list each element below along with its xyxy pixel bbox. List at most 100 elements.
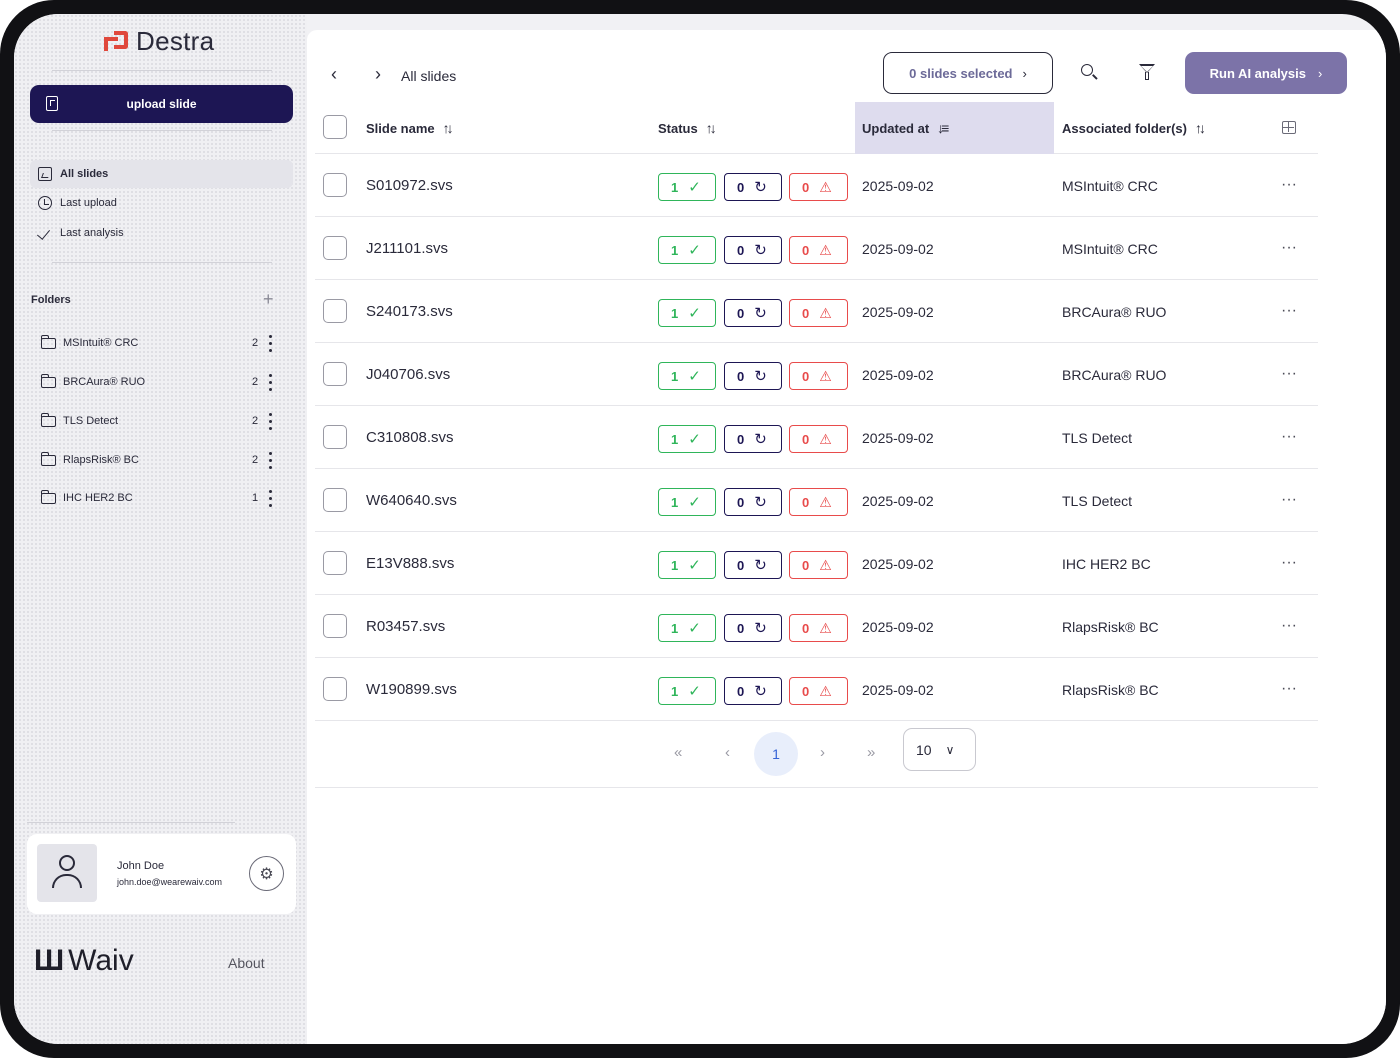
column-associated-folders[interactable]: Associated folder(s) ↑↓ [1062, 102, 1206, 154]
associated-folder: BRCAura® RUO [1062, 366, 1167, 383]
loading-icon: ↻ [754, 305, 767, 322]
status-pending-badge: 0 ↻ [724, 425, 782, 453]
row-checkbox[interactable] [323, 173, 347, 197]
about-link[interactable]: About [228, 955, 265, 971]
forward-chevron-icon[interactable]: › [375, 64, 381, 84]
folder-menu-icon[interactable] [266, 332, 276, 354]
last-page-icon[interactable]: » [867, 744, 876, 761]
next-page-icon[interactable]: › [820, 744, 825, 761]
more-options-icon[interactable]: ··· [1281, 428, 1297, 445]
warning-icon: ⚠ [819, 367, 832, 384]
waiv-logo: Ш Waiv [34, 944, 134, 978]
folder-menu-icon[interactable] [266, 410, 276, 432]
slide-name[interactable]: E13V888.svs [366, 555, 455, 572]
table-row[interactable]: J211101.svs 1 ✓ 0 ↻ 0 ⚠ 2025-09-02 MSInt… [315, 217, 1318, 280]
table-row[interactable]: W640640.svs 1 ✓ 0 ↻ 0 ⚠ 2025-09-02 TLS D… [315, 469, 1318, 532]
status-error-badge: 0 ⚠ [789, 551, 848, 579]
row-checkbox[interactable] [323, 614, 347, 638]
folder-item[interactable]: TLS Detect 2 [30, 409, 293, 435]
nav-last-analysis[interactable]: Last analysis [30, 219, 293, 247]
row-checkbox[interactable] [323, 551, 347, 575]
more-options-icon[interactable]: ··· [1281, 365, 1297, 382]
select-all-checkbox[interactable] [323, 115, 347, 139]
slides-selected-button[interactable]: 0 slides selected › [883, 52, 1053, 94]
folder-name: IHC HER2 BC [63, 492, 133, 504]
pending-count: 0 [737, 242, 745, 258]
row-checkbox[interactable] [323, 236, 347, 260]
nav-all-slides[interactable]: All slides [30, 160, 293, 188]
done-count: 1 [671, 179, 679, 195]
column-updated-at[interactable]: Updated at ↓≡ [855, 102, 1054, 154]
table-row[interactable]: S240173.svs 1 ✓ 0 ↻ 0 ⚠ 2025-09-02 BRCAu… [315, 280, 1318, 343]
row-checkbox[interactable] [323, 362, 347, 386]
status-error-badge: 0 ⚠ [789, 299, 848, 327]
folder-menu-icon[interactable] [266, 449, 276, 471]
gear-icon: ⚙ [259, 865, 274, 883]
folder-item[interactable]: BRCAura® RUO 2 [30, 370, 293, 396]
row-checkbox[interactable] [323, 425, 347, 449]
loading-icon: ↻ [754, 683, 767, 700]
column-slide-name[interactable]: Slide name ↑↓ [366, 102, 454, 154]
run-ai-analysis-button[interactable]: Run AI analysis › [1185, 52, 1347, 94]
more-options-icon[interactable]: ··· [1281, 176, 1297, 193]
row-checkbox[interactable] [323, 488, 347, 512]
associated-folder: MSIntuit® CRC [1062, 177, 1158, 194]
more-options-icon[interactable]: ··· [1281, 554, 1297, 571]
error-count: 0 [802, 368, 810, 384]
slide-name[interactable]: W640640.svs [366, 492, 457, 509]
error-count: 0 [802, 494, 810, 510]
folder-icon [40, 413, 56, 427]
back-chevron-icon[interactable]: ‹ [331, 64, 337, 84]
associated-folder: MSIntuit® CRC [1062, 240, 1158, 257]
warning-icon: ⚠ [819, 430, 832, 447]
app-window: Destra upload slide All slides Last uplo… [14, 14, 1386, 1044]
slide-name[interactable]: J211101.svs [366, 240, 448, 257]
table-row[interactable]: J040706.svs 1 ✓ 0 ↻ 0 ⚠ 2025-09-02 BRCAu… [315, 343, 1318, 406]
folder-item[interactable]: MSIntuit® CRC 2 [30, 331, 293, 357]
filter-icon[interactable] [1139, 62, 1157, 82]
folder-name: MSIntuit® CRC [63, 337, 139, 349]
more-options-icon[interactable]: ··· [1281, 617, 1297, 634]
column-label: Status [658, 120, 698, 136]
settings-button[interactable]: ⚙ [249, 856, 284, 891]
slide-name[interactable]: S240173.svs [366, 303, 453, 320]
clock-icon [38, 196, 52, 210]
table-row[interactable]: C310808.svs 1 ✓ 0 ↻ 0 ⚠ 2025-09-02 TLS D… [315, 406, 1318, 469]
slide-name[interactable]: J040706.svs [366, 366, 451, 383]
slide-name[interactable]: R03457.svs [366, 618, 446, 635]
slide-name[interactable]: C310808.svs [366, 429, 454, 446]
slide-name[interactable]: W190899.svs [366, 681, 457, 698]
more-options-icon[interactable]: ··· [1281, 302, 1297, 319]
previous-page-icon[interactable]: ‹ [725, 744, 730, 761]
folder-item[interactable]: RlapsRisk® BC 2 [30, 448, 293, 474]
first-page-icon[interactable]: « [674, 744, 683, 761]
done-count: 1 [671, 557, 679, 573]
columns-icon[interactable] [1282, 121, 1296, 134]
error-count: 0 [802, 683, 810, 699]
add-folder-icon[interactable]: + [263, 289, 274, 309]
upload-slide-button[interactable]: upload slide [30, 85, 293, 123]
table-row[interactable]: R03457.svs 1 ✓ 0 ↻ 0 ⚠ 2025-09-02 RlapsR… [315, 595, 1318, 658]
row-checkbox[interactable] [323, 299, 347, 323]
page-size-select[interactable]: 10 ∨ [903, 728, 976, 771]
more-options-icon[interactable]: ··· [1281, 680, 1297, 697]
current-page-button[interactable]: 1 [754, 732, 798, 776]
slide-name[interactable]: S010972.svs [366, 177, 453, 194]
table-row[interactable]: E13V888.svs 1 ✓ 0 ↻ 0 ⚠ 2025-09-02 IHC H… [315, 532, 1318, 595]
folder-menu-icon[interactable] [266, 487, 276, 509]
status-error-badge: 0 ⚠ [789, 614, 848, 642]
folder-count: 1 [252, 492, 259, 504]
more-options-icon[interactable]: ··· [1281, 239, 1297, 256]
status-error-badge: 0 ⚠ [789, 173, 848, 201]
table-header: Slide name ↑↓ Status ↑↓ Updated at ↓≡ As… [315, 102, 1318, 154]
nav-last-upload[interactable]: Last upload [30, 189, 293, 217]
search-icon[interactable] [1079, 62, 1101, 84]
user-icon-body [52, 874, 82, 888]
more-options-icon[interactable]: ··· [1281, 491, 1297, 508]
folder-item[interactable]: IHC HER2 BC 1 [30, 486, 293, 512]
table-row[interactable]: W190899.svs 1 ✓ 0 ↻ 0 ⚠ 2025-09-02 Rlaps… [315, 658, 1318, 721]
folder-menu-icon[interactable] [266, 371, 276, 393]
table-row[interactable]: S010972.svs 1 ✓ 0 ↻ 0 ⚠ 2025-09-02 MSInt… [315, 154, 1318, 217]
column-status[interactable]: Status ↑↓ [658, 102, 717, 154]
row-checkbox[interactable] [323, 677, 347, 701]
